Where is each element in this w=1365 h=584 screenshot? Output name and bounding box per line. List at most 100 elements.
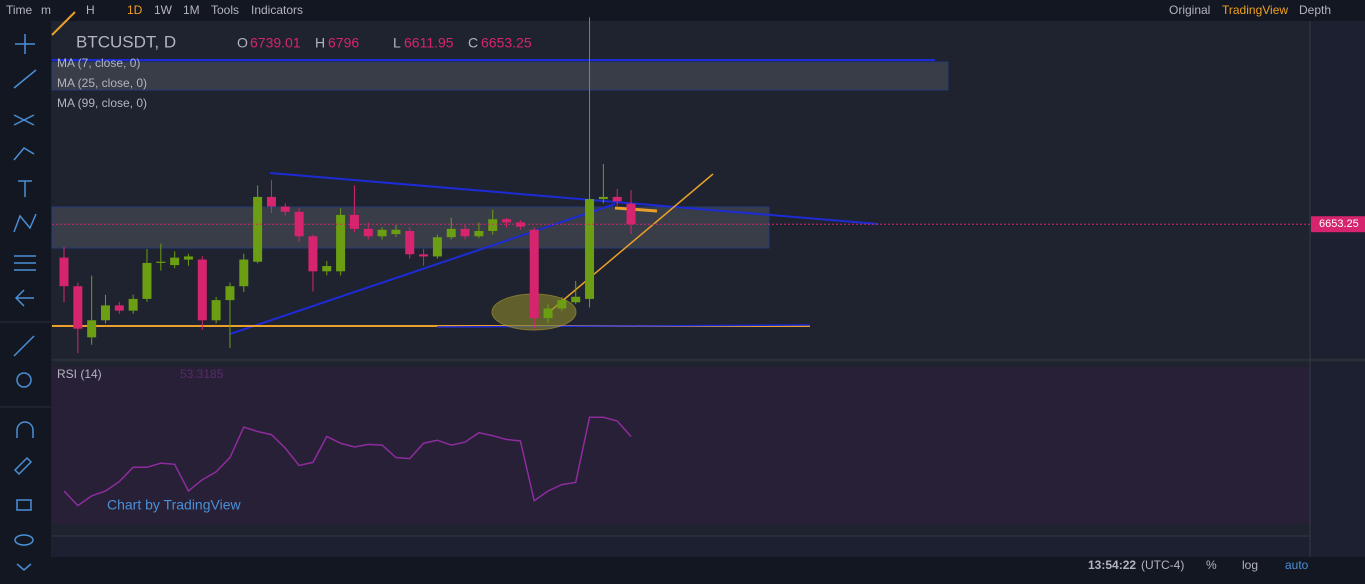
toolbar-item[interactable]: Original — [1169, 3, 1210, 17]
last-price-label: 6653.25 — [1319, 218, 1359, 230]
eye-icon — [14, 534, 34, 546]
candle-body — [308, 236, 318, 272]
candle-body — [557, 300, 567, 309]
rsi-line — [63, 416, 632, 507]
rectangle — [51, 61, 949, 91]
ohlc-label: H — [315, 35, 325, 51]
candle-body — [211, 300, 221, 321]
text-icon — [18, 180, 32, 197]
candle-body — [349, 214, 359, 229]
candle-body — [571, 296, 581, 303]
trendline — [229, 203, 616, 335]
timezone: (UTC-4) — [1141, 558, 1184, 572]
candle-body — [266, 196, 276, 207]
price-pane — [52, 21, 1310, 357]
candle-body — [239, 259, 249, 287]
watermark[interactable]: Chart by TradingView — [107, 497, 241, 513]
lock-icon — [16, 499, 32, 511]
ohlc-value: 6611.95 — [404, 35, 454, 51]
toolbar-item[interactable]: m — [41, 3, 51, 17]
candle-body — [142, 262, 152, 299]
candle-body — [197, 259, 207, 321]
candle-body — [280, 206, 290, 212]
indicator-label[interactable]: RSI (14) — [57, 367, 102, 381]
candle-body — [529, 229, 539, 319]
toolbar-item[interactable]: Depth — [1299, 3, 1331, 17]
candle-body — [363, 228, 373, 237]
candle-body — [322, 266, 332, 272]
candle-body — [460, 228, 470, 237]
candle-body — [612, 196, 622, 202]
toolbar-item[interactable]: Time — [6, 3, 33, 17]
brush-icon — [13, 147, 35, 161]
back-icon — [14, 289, 34, 307]
candle-body — [183, 256, 193, 260]
toolbar-item[interactable]: Indicators — [251, 3, 303, 17]
zoom-icon — [16, 372, 32, 388]
candle-body — [391, 229, 401, 235]
price-mark — [614, 206, 658, 213]
candle-body — [543, 308, 553, 319]
status-bar — [0, 557, 1365, 579]
gann-icon — [14, 255, 36, 271]
indicator-value: 53.3185 — [180, 367, 224, 381]
ruler-icon — [13, 335, 35, 357]
toolbar-item[interactable]: 1W — [154, 3, 173, 17]
toolbar-item[interactable]: H — [86, 3, 95, 17]
last-price-box — [1311, 216, 1365, 233]
auto-button[interactable]: auto — [1285, 558, 1309, 572]
candle-body — [419, 254, 429, 257]
ohlc-value: 6796 — [328, 35, 359, 51]
crosshair-icon — [15, 34, 35, 54]
candle-body — [156, 261, 166, 263]
candle-body — [474, 231, 484, 237]
indicator-label[interactable]: MA (25, close, 0) — [57, 76, 147, 90]
clock: 13:54:22 — [1088, 558, 1136, 572]
toolbar-item[interactable]: Tools — [211, 3, 239, 17]
ohlc-label: C — [468, 35, 478, 51]
ohlc-value: 6653.25 — [481, 35, 532, 51]
symbol[interactable]: BTCUSDT, D — [76, 32, 176, 51]
candle-body — [225, 286, 235, 301]
trendline — [269, 172, 879, 225]
percent-button[interactable]: % — [1206, 558, 1217, 572]
candle-body — [253, 196, 263, 262]
candle-body — [336, 214, 346, 272]
candle-body — [405, 231, 415, 255]
candle-body — [170, 257, 180, 266]
indicator-label[interactable]: MA (7, close, 0) — [57, 56, 140, 70]
ohlc-label: L — [393, 35, 401, 51]
tool-icons — [13, 34, 37, 571]
pattern-icon — [13, 213, 37, 233]
fib-icon — [13, 114, 35, 126]
candle-body — [294, 211, 304, 237]
candle-body — [585, 199, 595, 299]
indicator-label[interactable]: MA (99, close, 0) — [57, 96, 147, 110]
ohlc-label: O — [237, 35, 248, 51]
trendline-icon — [13, 69, 37, 89]
collapse-icon — [16, 563, 32, 571]
candle-body — [87, 320, 97, 338]
ohlc-value: 6739.01 — [250, 35, 301, 51]
toolbar-item[interactable]: 1D — [127, 3, 143, 17]
toolbar-item[interactable]: TradingView — [1222, 3, 1288, 17]
candle-body — [73, 286, 83, 329]
ui: Time m H 1D 1W 1M Tools Indicators Origi… — [6, 3, 1359, 572]
trendline — [51, 11, 76, 36]
lock-draw-icon — [13, 456, 33, 476]
candle-body — [377, 229, 387, 237]
log-button[interactable]: log — [1242, 558, 1258, 572]
rsi-band — [52, 367, 1310, 524]
candle-body — [488, 219, 498, 231]
candle-body — [59, 257, 69, 287]
left-toolbar — [0, 21, 51, 579]
candle-body — [100, 305, 110, 321]
candle-body — [128, 298, 138, 311]
toolbar-item[interactable]: 1M — [183, 3, 200, 17]
magnet-icon — [16, 421, 34, 438]
candle-body — [446, 228, 456, 238]
candle-body — [502, 219, 512, 223]
candle-body — [432, 237, 442, 257]
